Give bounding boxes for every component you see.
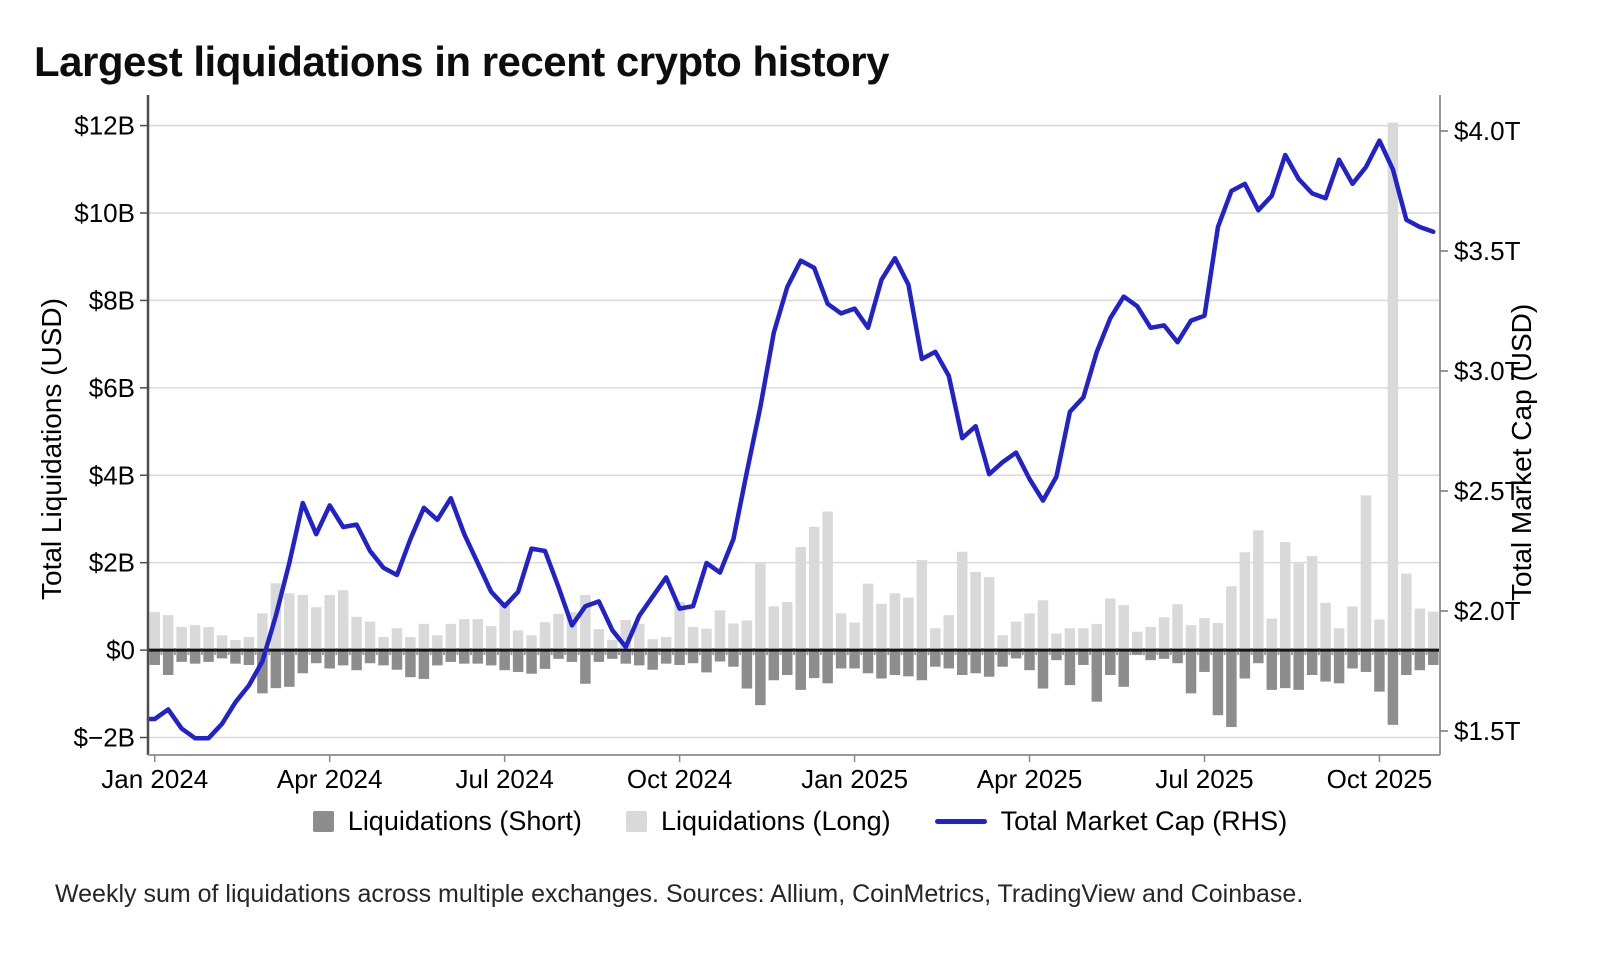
legend-mcap-label: Total Market Cap (RHS) [1000, 806, 1288, 836]
svg-text:Jan 2025: Jan 2025 [801, 764, 908, 794]
line-swatch-icon [934, 819, 987, 824]
legend-long-label: Liquidations (Long) [660, 806, 891, 836]
svg-text:$10B: $10B [74, 198, 135, 228]
svg-text:$2.5T: $2.5T [1454, 476, 1521, 506]
long-swatch-icon [625, 811, 647, 832]
svg-text:$3.0T: $3.0T [1454, 356, 1521, 386]
right-axis-title: Total Market Cap (USD) [1506, 303, 1537, 601]
svg-text:Apr 2025: Apr 2025 [977, 764, 1083, 794]
left-axis-title: Total Liquidations (USD) [36, 298, 67, 600]
svg-text:Oct 2024: Oct 2024 [627, 764, 733, 794]
legend-item-long: Liquidations (Long) [625, 806, 891, 837]
page-title: Largest liquidations in recent crypto hi… [34, 38, 890, 86]
svg-text:$3.5T: $3.5T [1454, 236, 1521, 266]
svg-text:$4B: $4B [89, 460, 135, 490]
svg-text:$4.0T: $4.0T [1454, 116, 1521, 146]
svg-text:$1.5T: $1.5T [1454, 716, 1521, 746]
svg-text:Jul 2025: Jul 2025 [1155, 764, 1253, 794]
legend-short-label: Liquidations (Short) [347, 806, 582, 836]
legend: Liquidations (Short) Liquidations (Long)… [0, 806, 1600, 837]
svg-text:Oct 2025: Oct 2025 [1327, 764, 1433, 794]
source-caption: Weekly sum of liquidations across multip… [55, 880, 1304, 908]
svg-text:$12B: $12B [74, 111, 135, 141]
short-swatch-icon [312, 811, 334, 832]
svg-text:Apr 2024: Apr 2024 [277, 764, 383, 794]
svg-text:$8B: $8B [89, 285, 135, 315]
legend-item-short: Liquidations (Short) [312, 806, 582, 837]
svg-text:$2B: $2B [89, 548, 135, 578]
svg-text:$−2B: $−2B [74, 723, 135, 753]
svg-text:$6B: $6B [89, 373, 135, 403]
svg-text:Jul 2024: Jul 2024 [455, 764, 553, 794]
svg-text:Jan 2024: Jan 2024 [101, 764, 208, 794]
svg-text:$0: $0 [106, 635, 135, 665]
svg-text:$2.0T: $2.0T [1454, 596, 1521, 626]
legend-item-mcap: Total Market Cap (RHS) [934, 806, 1288, 837]
